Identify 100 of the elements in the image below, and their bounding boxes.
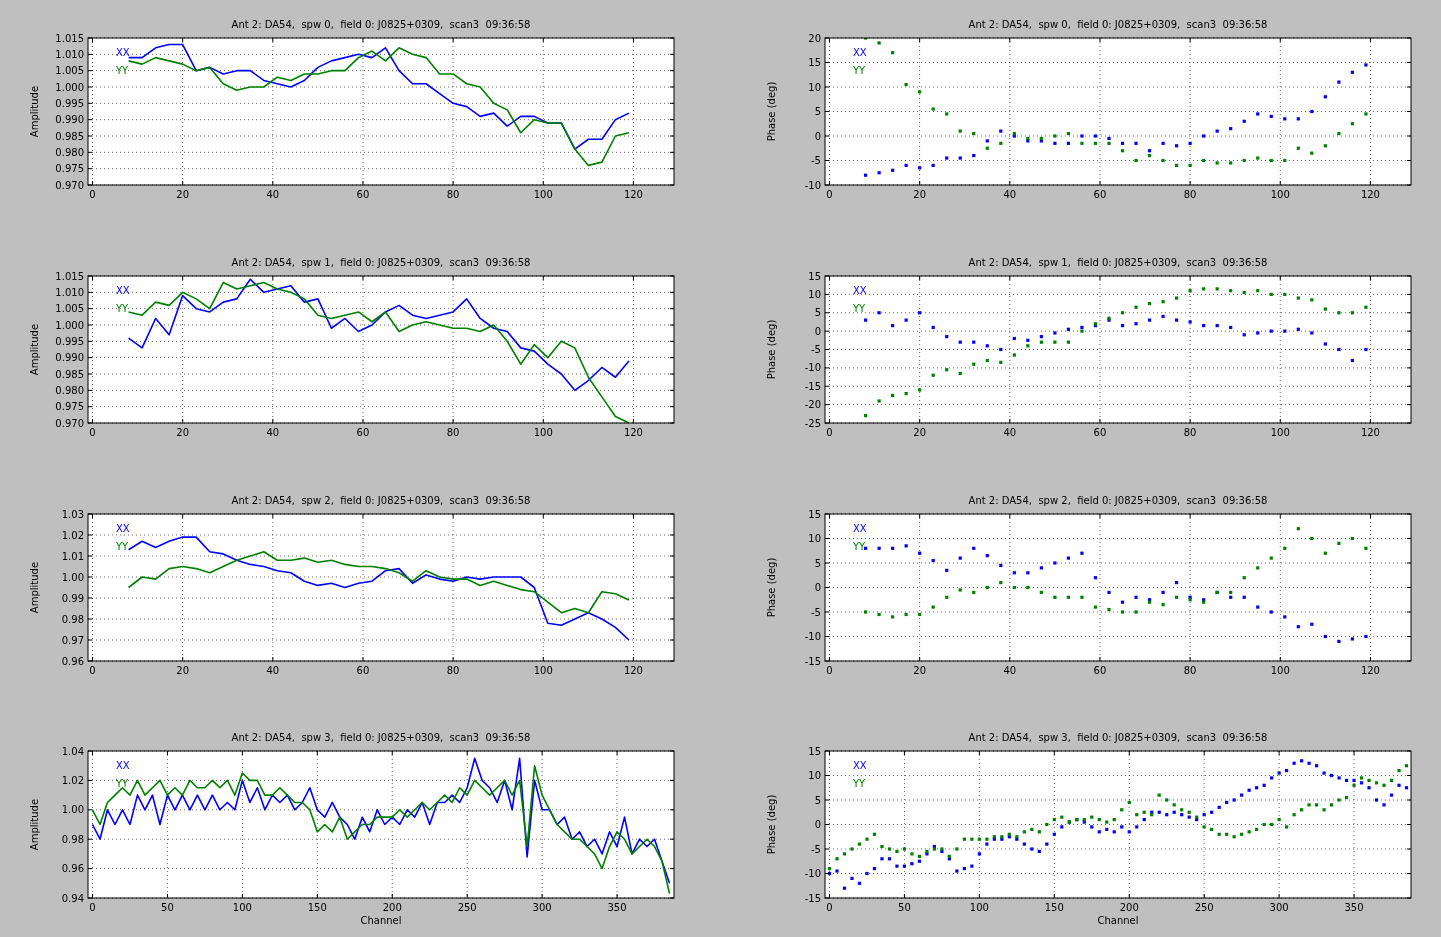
series-label: XX: [853, 523, 867, 534]
y-tick-label: -5: [811, 344, 821, 355]
y-tick-label: 20: [808, 32, 821, 44]
x-axis-title: Channel: [1097, 915, 1139, 926]
chart-title: Ant 2: DA54, spw 3, field 0: J0825+0309, scan3 09:36:58: [231, 732, 531, 743]
text: YY: [852, 541, 867, 552]
text: XX: [116, 285, 130, 296]
x-tick-label: 60: [1093, 427, 1107, 438]
series-label: XX: [116, 47, 130, 58]
x-tick-label: 60: [356, 189, 370, 200]
y-tick-label: 0.975: [55, 163, 84, 175]
y-tick-label: -10: [804, 631, 821, 642]
series-label: YY: [115, 65, 130, 76]
x-tick-label: 100: [533, 189, 553, 200]
y-tick-label: 15: [808, 270, 821, 282]
y-tick-label: 0.995: [55, 97, 84, 109]
chart-title: Ant 2: DA54, spw 1, field 0: J0825+0309, scan3 09:36:58: [231, 257, 531, 268]
x-tick-label: 250: [1194, 902, 1214, 913]
x-tick-label: 100: [1270, 665, 1290, 676]
text: YY: [852, 303, 867, 314]
y-axis-title: Phase (deg): [766, 557, 777, 618]
x-tick-label: 80: [446, 665, 460, 676]
x-tick-label: 250: [457, 902, 477, 913]
y-tick-label: 10: [808, 770, 821, 781]
y-tick-label: 1.010: [55, 286, 84, 298]
y-tick-label: 0.975: [55, 401, 84, 413]
text: YY: [852, 65, 867, 76]
chart-title: Ant 2: DA54, spw 2, field 0: J0825+0309, scan3 09:36:58: [231, 495, 531, 506]
y-axis-title: Phase (deg): [766, 81, 777, 142]
x-tick-label: 40: [1003, 427, 1017, 438]
x-tick-label: 80: [1183, 665, 1197, 676]
x-tick-label: 20: [176, 427, 190, 438]
y-tick-label: 0.970: [55, 179, 84, 191]
chart-title: Ant 2: DA54, spw 2, field 0: J0825+0309, scan3 09:36:58: [968, 495, 1268, 506]
series-label: XX: [853, 285, 867, 296]
x-tick-label: 100: [969, 902, 989, 913]
y-tick-label: 0.980: [55, 146, 84, 158]
y-tick-label: -25: [804, 417, 821, 429]
x-tick-label: 40: [266, 665, 280, 676]
y-tick-label: 0: [814, 325, 821, 337]
x-tick-label: 0: [89, 189, 96, 200]
x-tick-label: 60: [356, 665, 370, 676]
y-axis-title: Phase (deg): [766, 319, 777, 380]
y-tick-label: 1.02: [61, 774, 84, 786]
y-tick-label: 0.94: [61, 892, 84, 904]
x-tick-label: 0: [89, 427, 96, 438]
y-tick-label: 0: [814, 819, 821, 830]
chart-title: Ant 2: DA54, spw 0, field 0: J0825+0309, scan3 09:36:58: [968, 19, 1268, 30]
x-tick-label: 100: [1270, 427, 1290, 438]
y-tick-label: 0.985: [55, 130, 84, 142]
x-tick-label: 120: [623, 665, 643, 676]
x-tick-label: 100: [533, 665, 553, 676]
y-tick-label: 1.000: [55, 319, 84, 331]
y-tick-label: 10: [808, 288, 821, 300]
y-tick-label: 0.970: [55, 417, 84, 429]
y-tick-label: 0: [814, 130, 821, 142]
chart-title: Ant 2: DA54, spw 1, field 0: J0825+0309, scan3 09:36:58: [968, 257, 1268, 268]
x-tick-label: 0: [826, 902, 833, 913]
x-tick-label: 120: [1360, 427, 1380, 438]
y-tick-label: 1.00: [61, 571, 84, 583]
series-label: XX: [116, 523, 130, 534]
y-tick-label: 15: [808, 57, 821, 68]
y-axis-title: Amplitude: [29, 323, 40, 376]
x-tick-label: 80: [446, 427, 460, 438]
y-tick-label: -5: [811, 843, 821, 855]
y-tick-label: -10: [804, 362, 821, 374]
x-tick-label: 60: [1093, 189, 1107, 200]
y-tick-label: 0.980: [55, 384, 84, 396]
x-tick-label: 80: [1183, 427, 1197, 438]
y-tick-label: 5: [814, 557, 821, 569]
y-tick-label: 1.03: [61, 508, 84, 520]
text: XX: [853, 760, 867, 771]
y-tick-label: 0.99: [61, 592, 84, 604]
x-tick-label: 200: [1119, 902, 1139, 913]
x-tick-label: 120: [1360, 189, 1380, 200]
y-tick-label: 15: [808, 508, 821, 520]
y-tick-label: -20: [804, 399, 821, 411]
y-tick-label: 0.985: [55, 368, 84, 380]
x-tick-label: 120: [1360, 665, 1380, 676]
text: XX: [116, 760, 130, 771]
y-tick-label: 0.98: [61, 613, 84, 625]
x-tick-label: 60: [356, 427, 370, 438]
y-tick-label: 1.015: [55, 32, 84, 44]
x-tick-label: 80: [446, 189, 460, 200]
series-label: YY: [115, 778, 130, 789]
y-tick-label: -15: [804, 892, 821, 904]
y-tick-label: 5: [814, 307, 821, 319]
series-label: YY: [115, 303, 130, 314]
y-tick-label: 0.990: [55, 114, 84, 126]
x-tick-label: 50: [898, 902, 911, 913]
x-tick-label: 40: [1003, 189, 1017, 200]
y-tick-label: -5: [811, 155, 821, 166]
y-tick-label: -10: [804, 179, 821, 191]
y-tick-label: 0.98: [61, 833, 84, 845]
y-tick-label: 1.005: [55, 303, 84, 315]
y-tick-label: 1.02: [61, 529, 84, 541]
y-tick-label: 0.96: [61, 655, 84, 667]
x-tick-label: 150: [307, 902, 327, 913]
x-tick-label: 100: [232, 902, 252, 913]
x-tick-label: 350: [607, 902, 627, 913]
